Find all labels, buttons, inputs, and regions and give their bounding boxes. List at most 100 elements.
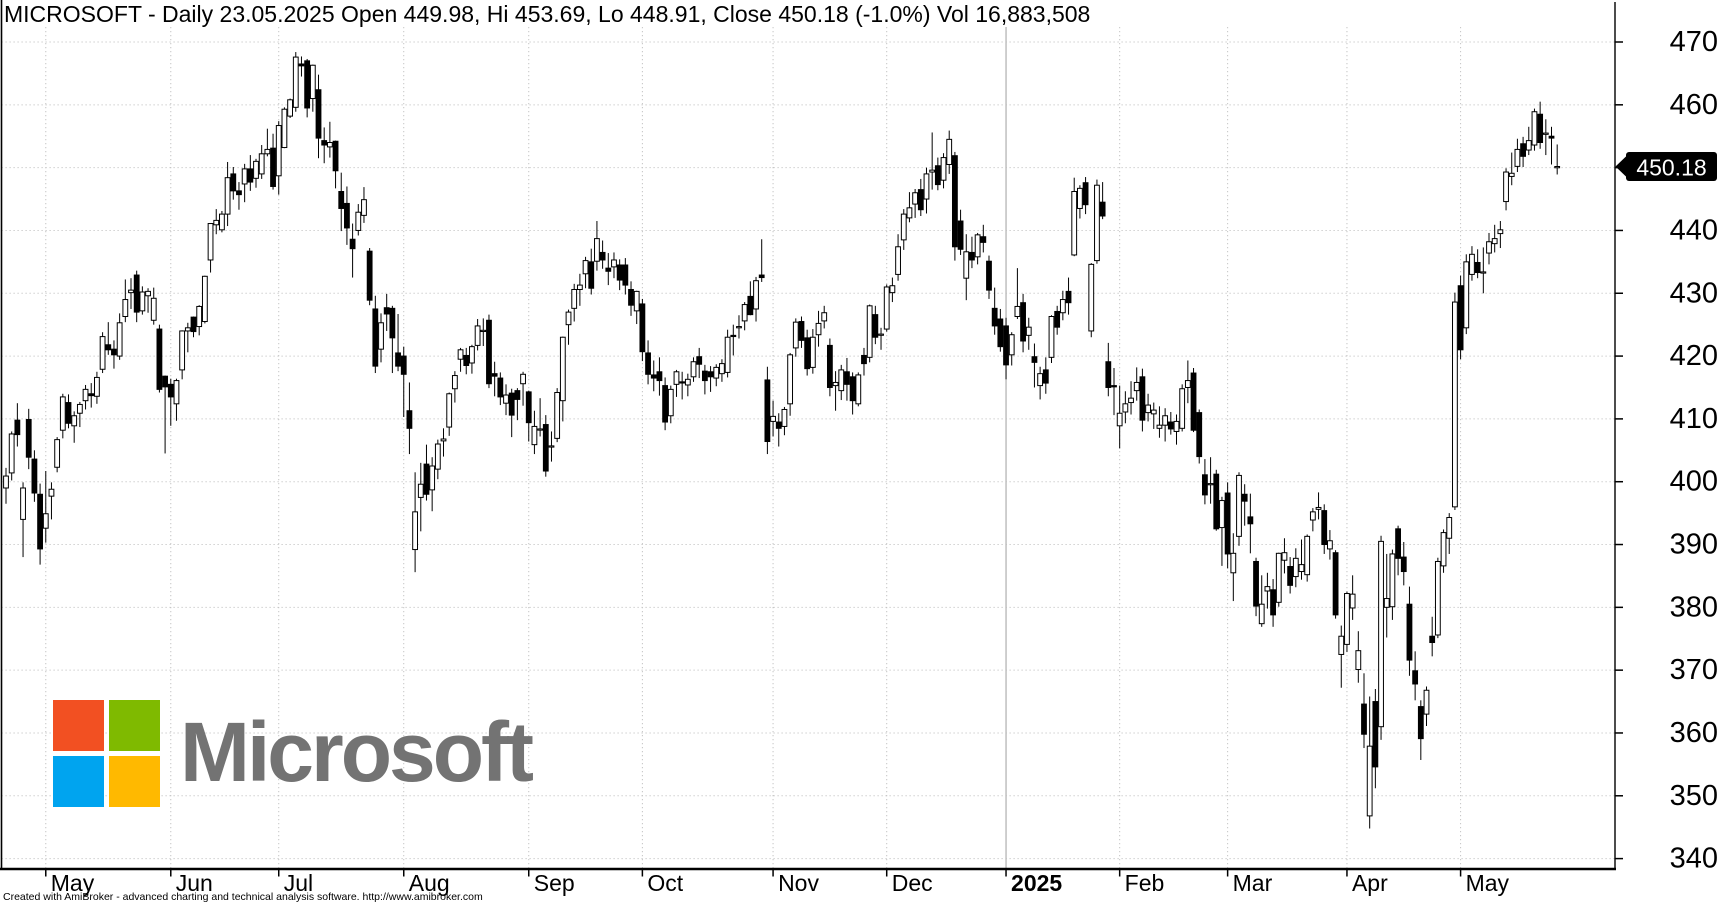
- candle: [1202, 459, 1208, 505]
- candle: [1207, 457, 1214, 504]
- candle: [1292, 548, 1299, 588]
- candle: [184, 322, 191, 353]
- candle: [1287, 557, 1294, 594]
- candle: [400, 346, 407, 418]
- candle: [349, 223, 356, 278]
- candle: [1014, 268, 1021, 320]
- candle: [1213, 469, 1220, 531]
- candle: [554, 388, 561, 443]
- candle: [417, 462, 424, 532]
- svg-text:450.18: 450.18: [1636, 155, 1706, 181]
- candle: [1457, 275, 1464, 360]
- candle: [1082, 177, 1089, 215]
- candle: [866, 304, 873, 363]
- candle: [1497, 221, 1504, 249]
- candle: [1105, 342, 1112, 397]
- candle: [838, 364, 845, 401]
- candle: [247, 155, 254, 191]
- candle: [236, 182, 242, 210]
- candle: [1452, 292, 1458, 510]
- candle: [741, 302, 748, 331]
- candle: [548, 431, 555, 462]
- candle: [1315, 492, 1322, 520]
- candle: [713, 364, 720, 387]
- candle: [378, 313, 384, 363]
- candle: [1429, 616, 1436, 657]
- candle: [1139, 368, 1146, 432]
- svg-text:2025: 2025: [1011, 870, 1062, 896]
- candle: [1417, 700, 1424, 760]
- candle: [162, 375, 168, 454]
- amibroker-credit: Created with AmiBroker - advanced charti…: [3, 891, 483, 903]
- svg-text:410: 410: [1670, 403, 1718, 435]
- candle: [1071, 177, 1078, 257]
- candle: [1400, 542, 1407, 586]
- candle: [1156, 406, 1163, 438]
- candle: [1321, 504, 1328, 554]
- candle: [969, 236, 975, 269]
- candle: [1412, 651, 1419, 701]
- candle: [8, 431, 15, 481]
- candle: [781, 406, 788, 436]
- candle: [434, 439, 441, 480]
- candle: [463, 347, 470, 375]
- candle: [650, 360, 657, 392]
- candle: [730, 324, 737, 356]
- candle: [1434, 557, 1441, 639]
- candle: [1116, 385, 1123, 449]
- candle: [1133, 367, 1140, 401]
- candle: [190, 316, 197, 338]
- candle: [133, 270, 140, 323]
- svg-text:Apr: Apr: [1352, 870, 1388, 896]
- candle: [486, 314, 492, 389]
- svg-text:Jun: Jun: [176, 870, 213, 896]
- candle: [662, 377, 669, 431]
- candle: [503, 384, 509, 416]
- candle: [241, 163, 248, 203]
- candle: [469, 344, 475, 374]
- candle: [707, 366, 714, 392]
- candle: [906, 192, 913, 223]
- candle: [1395, 525, 1401, 576]
- candle: [270, 133, 276, 190]
- candle: [116, 313, 123, 360]
- candle: [1332, 550, 1339, 619]
- candle: [1076, 185, 1083, 219]
- candle: [383, 293, 390, 331]
- candle: [940, 153, 947, 189]
- microsoft-logo-squares: [53, 700, 160, 807]
- candle: [1258, 575, 1265, 627]
- candle: [770, 400, 776, 437]
- svg-text:390: 390: [1670, 529, 1718, 561]
- candle: [1094, 179, 1100, 264]
- candle: [1423, 686, 1430, 727]
- candle: [219, 210, 225, 233]
- candle: [667, 385, 674, 424]
- candle: [798, 316, 805, 348]
- candle: [446, 392, 453, 436]
- candle: [1378, 535, 1384, 740]
- candle: [150, 287, 157, 325]
- candle: [31, 450, 38, 502]
- candle: [48, 482, 55, 520]
- candle: [775, 413, 782, 447]
- candle: [957, 209, 964, 255]
- candle: [679, 371, 686, 400]
- candle: [1088, 263, 1095, 338]
- candle: [923, 167, 930, 214]
- candle: [1480, 247, 1487, 294]
- candle: [1190, 368, 1197, 433]
- candle: [917, 178, 924, 216]
- candle: [684, 373, 691, 397]
- candle: [946, 130, 953, 174]
- candle: [508, 388, 515, 438]
- candle: [736, 315, 742, 339]
- candle: [1531, 108, 1538, 151]
- candle: [1474, 249, 1481, 279]
- candle: [656, 357, 663, 396]
- candle: [1128, 381, 1134, 415]
- candle: [156, 324, 163, 393]
- candle: [1008, 332, 1015, 366]
- candle: [701, 364, 708, 395]
